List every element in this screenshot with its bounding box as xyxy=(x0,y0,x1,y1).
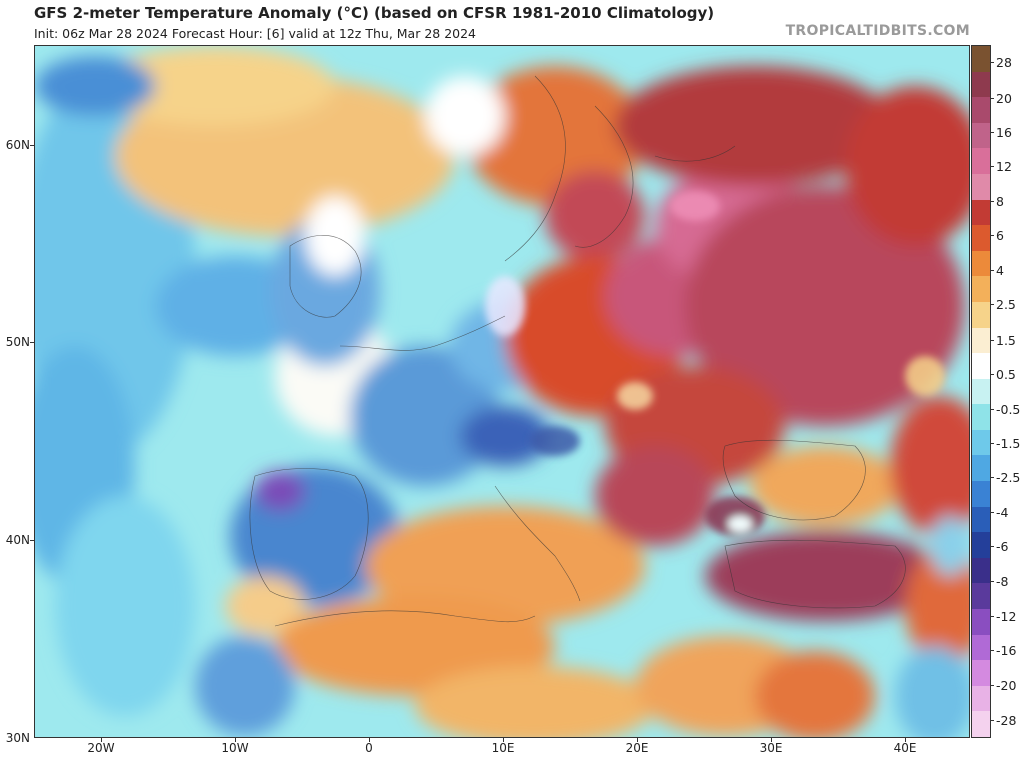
colorbar-label: 20 xyxy=(996,91,1012,106)
colorbar-label: 4 xyxy=(996,263,1004,278)
colorbar-segment xyxy=(972,481,990,508)
lon-label-20w: 20W xyxy=(87,741,115,755)
colorbar-segment xyxy=(972,71,990,98)
colorbar-label: 12 xyxy=(996,159,1012,174)
anomaly-detail xyxy=(485,191,945,536)
colorbar-segment xyxy=(972,634,990,661)
colorbar-segment xyxy=(972,97,990,124)
colorbar-segment xyxy=(972,609,990,636)
colorbar-tick xyxy=(990,235,994,236)
colorbar-segment xyxy=(972,404,990,431)
lon-label-10e: 10E xyxy=(491,741,515,755)
lon-label-10w: 10W xyxy=(221,741,249,755)
colorbar-label: -8 xyxy=(996,574,1009,589)
map-canvas xyxy=(35,46,969,737)
colorbar-segment xyxy=(972,685,990,712)
colorbar-tick xyxy=(990,443,994,444)
colorbar-label: -4 xyxy=(996,505,1009,520)
lon-tick xyxy=(637,738,638,742)
lon-label-30e: 30E xyxy=(759,741,783,755)
colorbar-segment xyxy=(972,455,990,482)
colorbar-tick xyxy=(990,477,994,478)
colorbar-segment xyxy=(972,199,990,226)
colorbar-tick xyxy=(990,98,994,99)
colorbar-label: -6 xyxy=(996,539,1009,554)
colorbar-label: 0.5 xyxy=(996,367,1016,382)
lon-label-40e: 40E xyxy=(893,741,917,755)
colorbar xyxy=(971,45,991,738)
colorbar-tick xyxy=(990,409,994,410)
colorbar-tick xyxy=(990,304,994,305)
colorbar-segment xyxy=(972,557,990,584)
lon-tick xyxy=(771,738,772,742)
lat-label-40n: 40N xyxy=(5,533,30,547)
colorbar-label: 2.5 xyxy=(996,297,1016,312)
colorbar-segment xyxy=(972,301,990,328)
colorbar-label: 1.5 xyxy=(996,333,1016,348)
colorbar-segment xyxy=(972,225,990,252)
colorbar-segment xyxy=(972,327,990,354)
lon-tick xyxy=(235,738,236,742)
lat-label-60n: 60N xyxy=(5,138,30,152)
colorbar-segment xyxy=(972,429,990,456)
map-title: GFS 2-meter Temperature Anomaly (°C) (ba… xyxy=(34,4,715,22)
lat-tick xyxy=(30,540,34,541)
colorbar-tick xyxy=(990,201,994,202)
anomaly-fields xyxy=(35,46,969,737)
colorbar-label: -20 xyxy=(996,678,1017,693)
lon-tick xyxy=(503,738,504,742)
lon-tick xyxy=(905,738,906,742)
lon-label-0: 0 xyxy=(365,741,373,755)
colorbar-label: -0.5 xyxy=(996,402,1021,417)
colorbar-label: 6 xyxy=(996,228,1004,243)
temperature-anomaly-map xyxy=(34,45,970,738)
colorbar-label: -12 xyxy=(996,609,1017,624)
colorbar-segment xyxy=(972,532,990,559)
colorbar-tick xyxy=(990,132,994,133)
colorbar-tick xyxy=(990,546,994,547)
colorbar-tick xyxy=(990,340,994,341)
colorbar-segment xyxy=(972,276,990,303)
colorbar-tick xyxy=(990,512,994,513)
map-subtitle: Init: 06z Mar 28 2024 Forecast Hour: [6]… xyxy=(34,26,477,41)
colorbar-segment xyxy=(972,148,990,175)
colorbar-segment xyxy=(972,660,990,687)
colorbar-segment xyxy=(972,378,990,405)
lon-tick xyxy=(101,738,102,742)
colorbar-label: 28 xyxy=(996,55,1012,70)
colorbar-segment xyxy=(972,353,990,380)
colorbar-segment xyxy=(972,250,990,277)
lat-tick xyxy=(30,342,34,343)
colorbar-label: -1.5 xyxy=(996,436,1021,451)
colorbar-label: 8 xyxy=(996,194,1004,209)
colorbar-label: -28 xyxy=(996,713,1017,728)
colorbar-segment xyxy=(972,583,990,610)
colorbar-segment xyxy=(972,173,990,201)
lat-tick xyxy=(30,145,34,146)
lat-label-50n: 50N xyxy=(5,335,30,349)
brand-watermark: TROPICALTIDBITS.COM xyxy=(785,23,970,39)
colorbar-tick xyxy=(990,374,994,375)
colorbar-label: -2.5 xyxy=(996,470,1021,485)
lon-label-20e: 20E xyxy=(625,741,649,755)
colorbar-tick xyxy=(990,616,994,617)
colorbar-segment xyxy=(972,46,990,73)
colorbar-tick xyxy=(990,685,994,686)
colorbar-segment xyxy=(972,122,990,149)
colorbar-segment xyxy=(972,506,990,533)
colorbar-label: 16 xyxy=(996,125,1012,140)
colorbar-tick xyxy=(990,166,994,167)
lon-tick xyxy=(369,738,370,742)
coastlines xyxy=(249,75,906,627)
colorbar-tick xyxy=(990,270,994,271)
lat-label-30n: 30N xyxy=(5,731,30,745)
colorbar-label: -16 xyxy=(996,643,1017,658)
colorbar-segment xyxy=(972,711,990,738)
colorbar-tick xyxy=(990,581,994,582)
colorbar-tick xyxy=(990,650,994,651)
colorbar-tick xyxy=(990,720,994,721)
colorbar-tick xyxy=(990,62,994,63)
